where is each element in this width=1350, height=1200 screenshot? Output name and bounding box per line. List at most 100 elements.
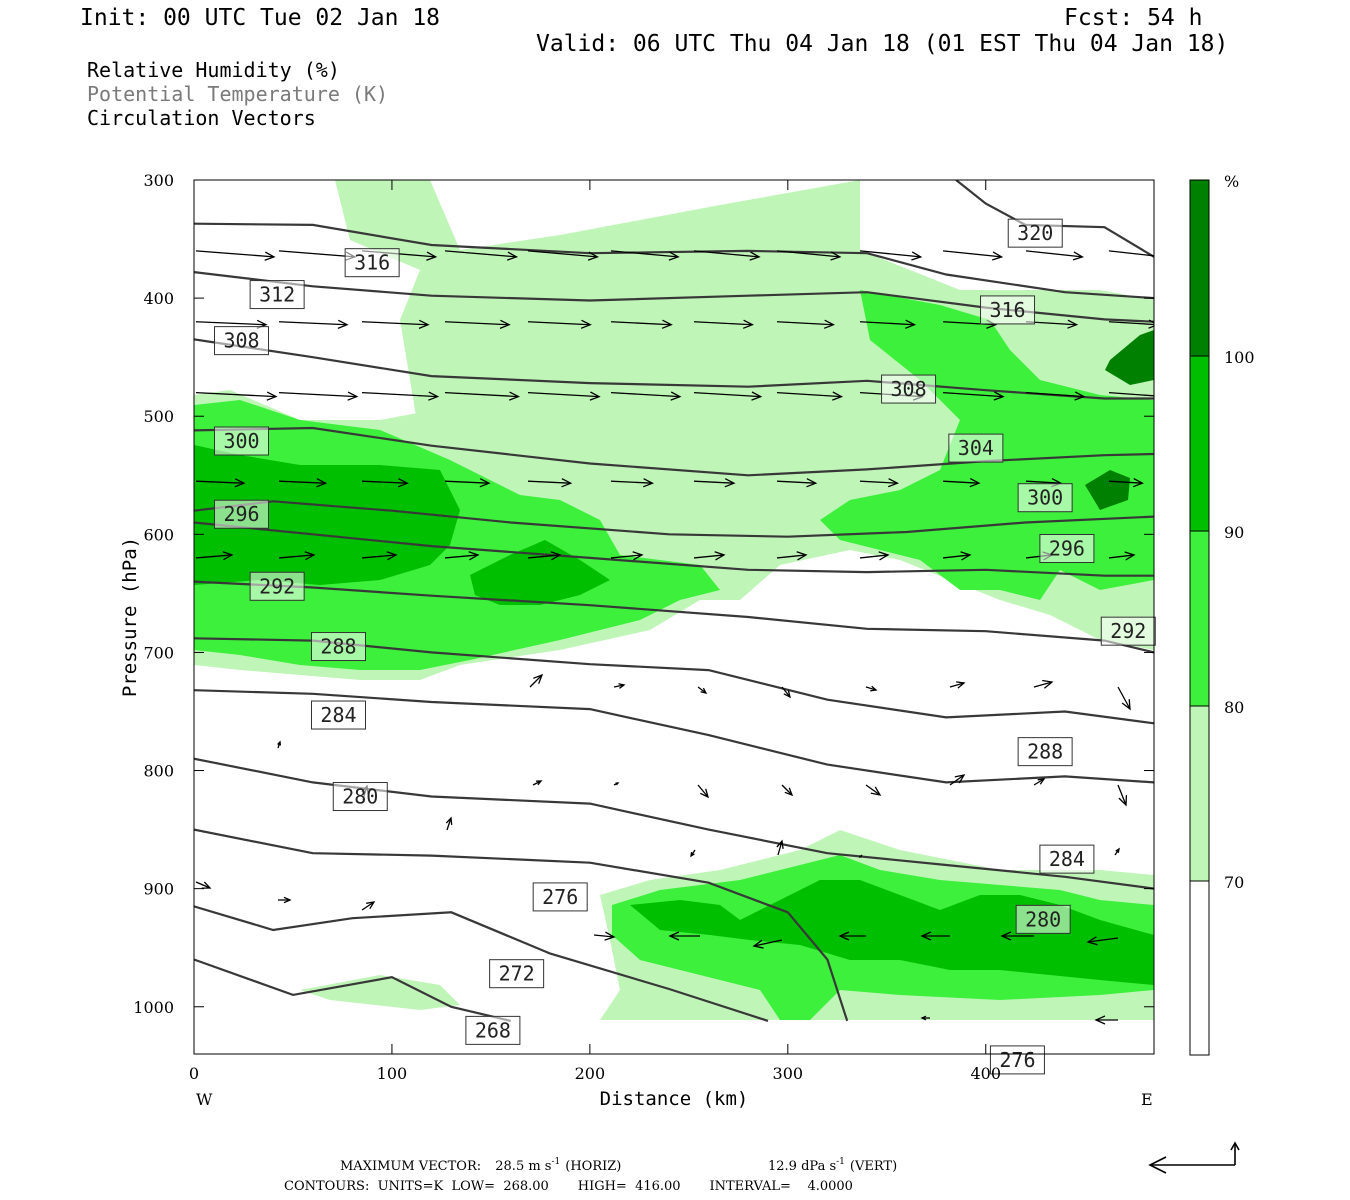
theta-contours <box>194 180 1154 1022</box>
vector-arrow <box>859 551 890 561</box>
x-tick-label: 300 <box>773 1064 804 1083</box>
vector-arrow <box>1033 778 1046 786</box>
rh-region-90 <box>194 445 460 585</box>
vector-arrow <box>1025 250 1084 261</box>
theta-contour-300 <box>194 500 1154 538</box>
vector-arrow <box>949 774 966 786</box>
vector-arrow <box>693 319 754 329</box>
vector-arrow <box>361 551 398 561</box>
contour-label-text: 292 <box>1110 619 1146 643</box>
contour-label-text: 320 <box>1017 221 1053 245</box>
vector-arrow <box>858 854 863 859</box>
vector-arrow <box>1117 686 1131 711</box>
colorbar-level-70: 70 <box>1224 873 1244 892</box>
vector-arrow <box>859 478 899 488</box>
vector-arrow <box>776 319 835 329</box>
vector-arrow <box>278 319 349 330</box>
vector-arrow <box>1094 1015 1118 1025</box>
vector-arrow <box>361 478 409 488</box>
vector-arrow <box>1108 250 1154 261</box>
contour-label-308: 308 <box>214 326 270 356</box>
vector-arrow <box>1000 931 1034 941</box>
contour-label-text: 268 <box>475 1018 511 1042</box>
colorbar-level-100: 100 <box>1224 348 1255 367</box>
vector-arrow <box>444 551 480 561</box>
vector-arrow <box>195 881 212 889</box>
circulation-vectors <box>195 250 1154 1025</box>
vector-arrow <box>610 250 680 261</box>
theta-contour-292 <box>194 580 1154 654</box>
contour-label-292: 292 <box>249 571 305 601</box>
vector-arrow <box>277 740 282 749</box>
vector-arrow <box>668 931 700 941</box>
vector-arrow <box>1114 847 1120 856</box>
vector-arrow <box>1108 391 1154 397</box>
contour-label-288: 288 <box>310 632 366 662</box>
colorbar-level-90: 90 <box>1224 523 1244 542</box>
vector-arrow <box>920 931 950 941</box>
x-end-left: W <box>196 1090 213 1109</box>
vector-arrow <box>776 250 842 261</box>
vector-arrow <box>1108 319 1154 329</box>
contour-label-text: 304 <box>958 436 994 460</box>
vector-arrow <box>690 849 696 858</box>
vector-arrow <box>527 319 592 329</box>
theta-contour-272 <box>194 905 769 1022</box>
vector-arrow <box>1117 784 1128 807</box>
vector-arrow <box>942 478 981 488</box>
contour-label-272: 272 <box>489 959 545 989</box>
contour-label-text: 300 <box>223 429 259 453</box>
contour-label-312: 312 <box>249 280 305 310</box>
contour-label-text: 272 <box>499 962 535 986</box>
vector-arrow <box>527 478 573 488</box>
colorbar-frame <box>1189 179 1210 1056</box>
vector-arrow <box>444 478 491 488</box>
rh-region-90-mid <box>470 540 610 605</box>
vector-arrow <box>697 686 708 694</box>
y-axis-ticks: 300 400 500 600 700 800 900 1000 <box>133 171 1154 1017</box>
vector-arrow <box>942 391 1005 401</box>
contour-label-284: 284 <box>310 700 366 730</box>
vector-arrow <box>776 551 808 561</box>
theta-contour-labels: 320 316 312 316 308 308 304 300 300 296 296 292 292 2… <box>214 218 1156 1075</box>
y-tick-label: 700 <box>143 643 174 662</box>
vector-arrow <box>444 250 519 261</box>
contour-label-text: 288 <box>320 635 356 659</box>
contours-info: CONTOURS: UNITS=K LOW= 268.00 HIGH= 416.… <box>284 1179 853 1194</box>
vector-arrow <box>445 816 453 831</box>
max-vector-horiz-unit: (HORIZ) <box>565 1159 621 1174</box>
contour-label-292: 292 <box>1100 616 1156 646</box>
colorbar-unit: % <box>1224 172 1239 191</box>
vector-arrow <box>781 686 791 699</box>
contour-label-268: 268 <box>465 1015 521 1045</box>
contour-label-text: 280 <box>1025 907 1061 931</box>
contour-label-276: 276 <box>989 1045 1045 1075</box>
x-axis-ticks: 0 100 200 300 400 <box>189 180 1001 1083</box>
vector-arrow <box>781 784 794 797</box>
contour-label-text: 276 <box>542 885 578 909</box>
contour-label-text: 284 <box>320 703 356 727</box>
contour-label-text: 300 <box>1027 486 1063 510</box>
contour-label-text: 292 <box>259 574 295 598</box>
contour-label-280: 280 <box>332 782 388 812</box>
contour-label-text: 280 <box>342 785 378 809</box>
contour-label-text: 316 <box>989 298 1025 322</box>
x-end-right: E <box>1141 1090 1153 1109</box>
vector-arrow <box>949 681 966 689</box>
vector-arrow <box>278 391 359 401</box>
theta-contour-284 <box>194 689 1154 784</box>
contour-label-276: 276 <box>532 882 588 912</box>
x-tick-label: 400 <box>970 1064 1001 1083</box>
vector-arrow <box>361 391 440 401</box>
vector-arrow <box>532 780 543 786</box>
x-tick-label: 0 <box>189 1064 199 1083</box>
vector-arrow <box>527 551 562 561</box>
colorbar-below-70 <box>1190 881 1209 1055</box>
vector-arrow <box>361 319 430 330</box>
vector-arrow <box>865 784 882 796</box>
rh-shading <box>194 180 1154 1025</box>
vector-arrow <box>195 250 276 261</box>
vector-arrow <box>527 250 599 261</box>
contour-label-text: 276 <box>999 1048 1035 1072</box>
